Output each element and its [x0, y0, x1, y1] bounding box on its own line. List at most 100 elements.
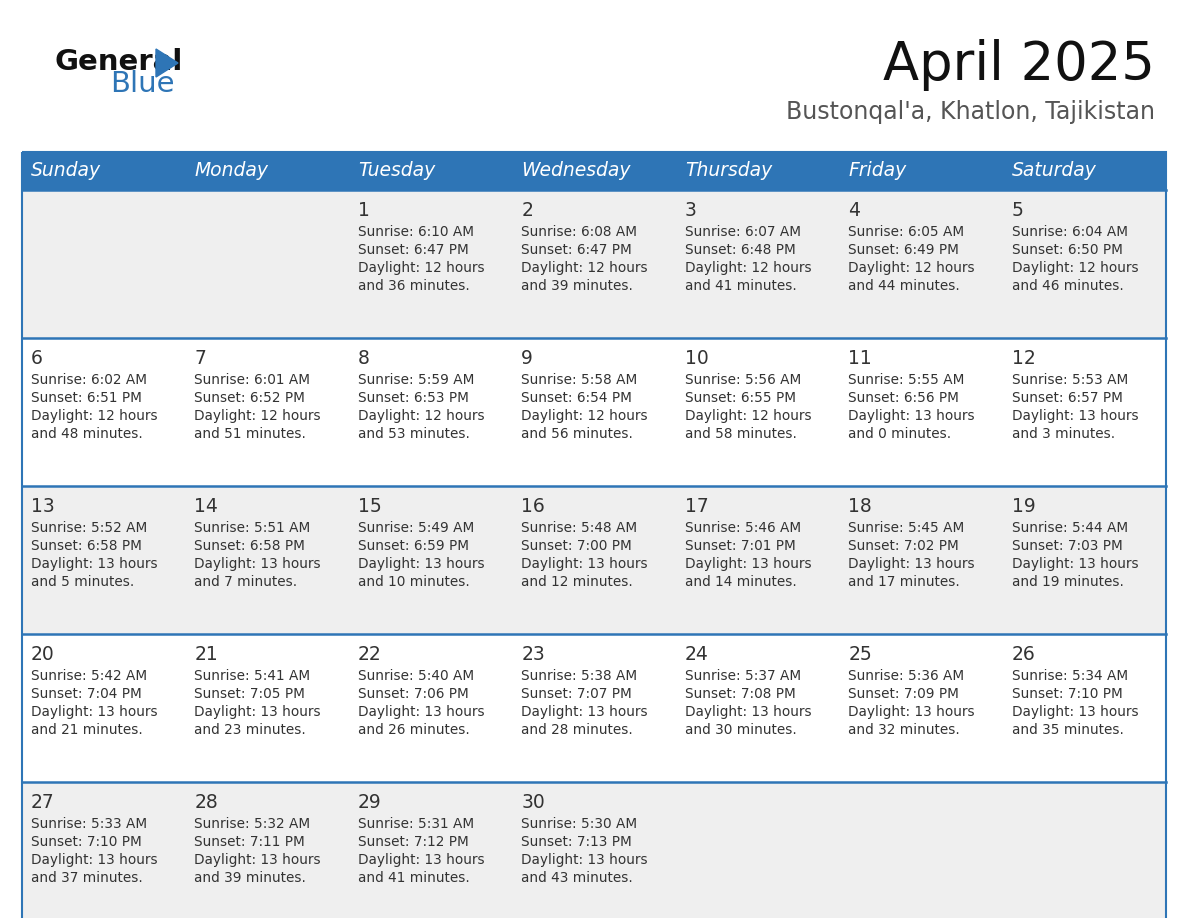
Text: Daylight: 13 hours: Daylight: 13 hours [1011, 557, 1138, 571]
Text: and 46 minutes.: and 46 minutes. [1011, 279, 1124, 293]
Text: 23: 23 [522, 645, 545, 664]
Text: 24: 24 [684, 645, 708, 664]
Text: Sunrise: 5:49 AM: Sunrise: 5:49 AM [358, 521, 474, 535]
Text: 25: 25 [848, 645, 872, 664]
Text: 10: 10 [684, 349, 708, 368]
Text: and 56 minutes.: and 56 minutes. [522, 427, 633, 441]
Text: and 37 minutes.: and 37 minutes. [31, 871, 143, 885]
Bar [23, 782, 1165, 918]
Text: Daylight: 13 hours: Daylight: 13 hours [358, 853, 485, 867]
Text: 22: 22 [358, 645, 381, 664]
Text: and 0 minutes.: and 0 minutes. [848, 427, 952, 441]
Text: and 35 minutes.: and 35 minutes. [1011, 723, 1124, 737]
Bar [23, 152, 1165, 190]
Text: Sunset: 7:01 PM: Sunset: 7:01 PM [684, 539, 796, 553]
Text: Sunset: 6:58 PM: Sunset: 6:58 PM [195, 539, 305, 553]
Text: 5: 5 [1011, 201, 1023, 220]
Text: and 28 minutes.: and 28 minutes. [522, 723, 633, 737]
Text: Sunrise: 5:51 AM: Sunrise: 5:51 AM [195, 521, 311, 535]
Bar [23, 486, 1165, 634]
Text: and 12 minutes.: and 12 minutes. [522, 575, 633, 589]
Text: Sunset: 6:48 PM: Sunset: 6:48 PM [684, 243, 796, 257]
Text: Blue: Blue [110, 70, 175, 98]
Text: and 19 minutes.: and 19 minutes. [1011, 575, 1124, 589]
Text: Sunset: 6:56 PM: Sunset: 6:56 PM [848, 391, 959, 405]
Text: Daylight: 13 hours: Daylight: 13 hours [31, 557, 158, 571]
Text: Sunset: 6:54 PM: Sunset: 6:54 PM [522, 391, 632, 405]
Text: Daylight: 13 hours: Daylight: 13 hours [31, 705, 158, 719]
Text: Sunset: 6:47 PM: Sunset: 6:47 PM [522, 243, 632, 257]
Text: 21: 21 [195, 645, 219, 664]
Text: 8: 8 [358, 349, 369, 368]
Text: Sunrise: 5:48 AM: Sunrise: 5:48 AM [522, 521, 638, 535]
Text: and 26 minutes.: and 26 minutes. [358, 723, 469, 737]
Text: Sunset: 6:47 PM: Sunset: 6:47 PM [358, 243, 468, 257]
Text: 20: 20 [31, 645, 55, 664]
Text: and 30 minutes.: and 30 minutes. [684, 723, 796, 737]
Bar [23, 152, 1165, 918]
Text: Saturday: Saturday [1011, 162, 1097, 181]
Text: 13: 13 [31, 497, 55, 516]
Text: 7: 7 [195, 349, 207, 368]
Text: Sunrise: 6:01 AM: Sunrise: 6:01 AM [195, 373, 310, 387]
Text: and 58 minutes.: and 58 minutes. [684, 427, 797, 441]
Text: Sunrise: 5:37 AM: Sunrise: 5:37 AM [684, 669, 801, 683]
Text: Daylight: 12 hours: Daylight: 12 hours [1011, 261, 1138, 275]
Text: 27: 27 [31, 793, 55, 812]
Text: and 32 minutes.: and 32 minutes. [848, 723, 960, 737]
Text: Sunrise: 5:45 AM: Sunrise: 5:45 AM [848, 521, 965, 535]
Text: Monday: Monday [195, 162, 268, 181]
Text: and 43 minutes.: and 43 minutes. [522, 871, 633, 885]
Text: 3: 3 [684, 201, 696, 220]
Text: Sunset: 7:10 PM: Sunset: 7:10 PM [31, 835, 141, 849]
Text: Sunrise: 5:40 AM: Sunrise: 5:40 AM [358, 669, 474, 683]
Text: General: General [55, 48, 183, 76]
Text: Daylight: 13 hours: Daylight: 13 hours [1011, 409, 1138, 423]
Text: Sunrise: 6:02 AM: Sunrise: 6:02 AM [31, 373, 147, 387]
Text: and 10 minutes.: and 10 minutes. [358, 575, 469, 589]
Text: Sunrise: 5:31 AM: Sunrise: 5:31 AM [358, 817, 474, 831]
Text: Sunrise: 5:32 AM: Sunrise: 5:32 AM [195, 817, 310, 831]
Text: 16: 16 [522, 497, 545, 516]
Text: Bustonqal'a, Khatlon, Tajikistan: Bustonqal'a, Khatlon, Tajikistan [786, 100, 1155, 124]
Text: and 17 minutes.: and 17 minutes. [848, 575, 960, 589]
Text: and 53 minutes.: and 53 minutes. [358, 427, 469, 441]
Text: Sunrise: 5:56 AM: Sunrise: 5:56 AM [684, 373, 801, 387]
Text: and 41 minutes.: and 41 minutes. [358, 871, 469, 885]
Text: Sunrise: 5:55 AM: Sunrise: 5:55 AM [848, 373, 965, 387]
Text: Daylight: 12 hours: Daylight: 12 hours [195, 409, 321, 423]
Text: Sunset: 6:57 PM: Sunset: 6:57 PM [1011, 391, 1123, 405]
Text: Sunday: Sunday [31, 162, 101, 181]
Text: Sunrise: 6:10 AM: Sunrise: 6:10 AM [358, 225, 474, 239]
Text: Daylight: 13 hours: Daylight: 13 hours [848, 705, 975, 719]
Text: Sunrise: 5:42 AM: Sunrise: 5:42 AM [31, 669, 147, 683]
Text: Sunrise: 6:04 AM: Sunrise: 6:04 AM [1011, 225, 1127, 239]
Text: Sunset: 6:59 PM: Sunset: 6:59 PM [358, 539, 469, 553]
Text: Sunrise: 5:52 AM: Sunrise: 5:52 AM [31, 521, 147, 535]
Text: Sunset: 6:49 PM: Sunset: 6:49 PM [848, 243, 959, 257]
Text: Sunset: 7:13 PM: Sunset: 7:13 PM [522, 835, 632, 849]
Text: and 36 minutes.: and 36 minutes. [358, 279, 469, 293]
Text: and 51 minutes.: and 51 minutes. [195, 427, 307, 441]
Text: and 21 minutes.: and 21 minutes. [31, 723, 143, 737]
Text: Daylight: 13 hours: Daylight: 13 hours [195, 557, 321, 571]
Text: Thursday: Thursday [684, 162, 772, 181]
Text: Daylight: 13 hours: Daylight: 13 hours [358, 557, 485, 571]
Text: Sunrise: 5:58 AM: Sunrise: 5:58 AM [522, 373, 638, 387]
Text: 30: 30 [522, 793, 545, 812]
Text: Daylight: 13 hours: Daylight: 13 hours [522, 705, 647, 719]
Text: Sunset: 6:51 PM: Sunset: 6:51 PM [31, 391, 141, 405]
Text: 28: 28 [195, 793, 219, 812]
Text: Sunset: 6:58 PM: Sunset: 6:58 PM [31, 539, 141, 553]
Text: Sunrise: 6:08 AM: Sunrise: 6:08 AM [522, 225, 637, 239]
Text: and 7 minutes.: and 7 minutes. [195, 575, 297, 589]
Text: Daylight: 13 hours: Daylight: 13 hours [195, 853, 321, 867]
Text: 15: 15 [358, 497, 381, 516]
Text: 12: 12 [1011, 349, 1035, 368]
Text: Sunset: 7:00 PM: Sunset: 7:00 PM [522, 539, 632, 553]
Text: Sunrise: 5:59 AM: Sunrise: 5:59 AM [358, 373, 474, 387]
Text: Sunset: 7:02 PM: Sunset: 7:02 PM [848, 539, 959, 553]
Text: Daylight: 13 hours: Daylight: 13 hours [522, 853, 647, 867]
Polygon shape [156, 49, 178, 77]
Text: Daylight: 12 hours: Daylight: 12 hours [522, 261, 647, 275]
